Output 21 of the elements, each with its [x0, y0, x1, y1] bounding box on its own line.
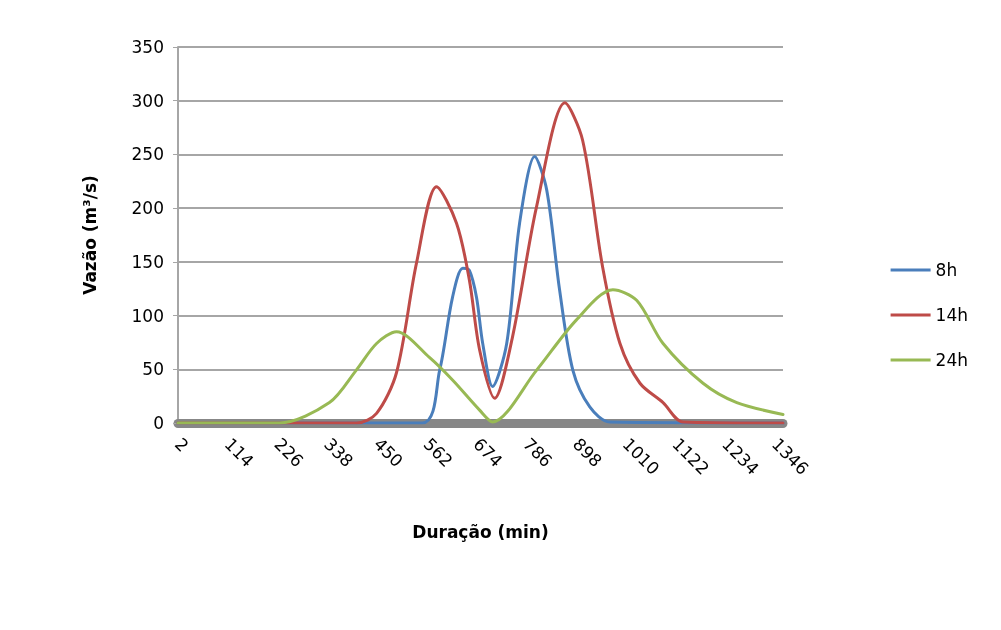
x-tick-label: 338	[320, 433, 358, 471]
y-axis-title: Vazão (m³/s)	[79, 175, 100, 295]
x-axis-title: Duração (min)	[412, 521, 549, 542]
y-tick-label: 0	[153, 413, 164, 433]
legend-label: 8h	[935, 260, 958, 280]
legend-label: 24h	[935, 350, 968, 370]
y-tick-label: 300	[131, 90, 164, 111]
y-tick-label: 50	[142, 359, 164, 380]
x-tick-label: 114	[220, 433, 258, 471]
line-series	[176, 288, 785, 425]
y-tick-label: 100	[131, 305, 164, 326]
y-tick-label: 250	[131, 144, 164, 165]
y-tick-label: 350	[131, 37, 164, 57]
y-tick-label: 150	[131, 251, 164, 272]
x-tick-label: 898	[568, 433, 606, 471]
x-tick-label: 450	[369, 433, 407, 471]
y-tick-label: 200	[131, 198, 164, 219]
legend-label: 14h	[935, 305, 968, 325]
x-tick-label: 2	[170, 433, 193, 456]
x-tick-label: 674	[469, 433, 507, 471]
x-tick-label: 226	[270, 433, 308, 471]
